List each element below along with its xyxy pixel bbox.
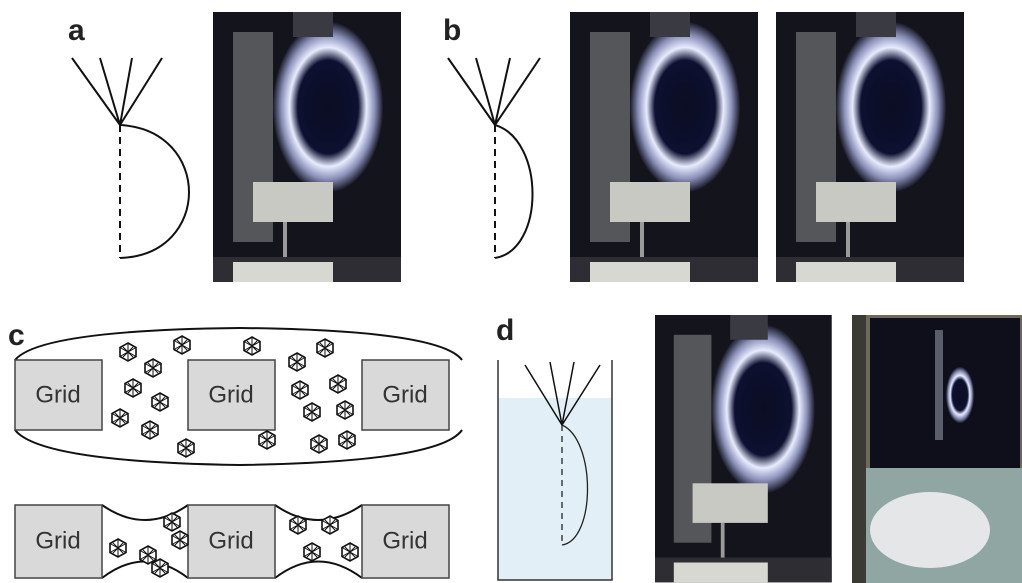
grid-label: Grid <box>382 381 427 408</box>
loop-diagram <box>72 58 189 258</box>
photo <box>570 12 758 282</box>
particle <box>120 343 136 361</box>
grid-label: Grid <box>35 381 80 408</box>
grid-label: Grid <box>208 381 253 408</box>
photo <box>852 315 1022 583</box>
photo <box>655 315 832 582</box>
particle <box>289 353 305 371</box>
grid-label: Grid <box>35 527 80 554</box>
particle <box>152 559 168 577</box>
grid-label: Grid <box>208 527 253 554</box>
beaker <box>498 360 612 580</box>
loop-diagram <box>448 58 540 258</box>
photo <box>213 12 401 282</box>
particle <box>304 403 320 421</box>
particle <box>110 539 126 557</box>
particle <box>152 393 168 411</box>
particle <box>244 337 260 355</box>
particle <box>178 439 194 457</box>
particle <box>112 409 128 427</box>
particle <box>304 543 320 561</box>
panel-label: d <box>496 314 514 347</box>
particle <box>292 381 308 399</box>
grid-row: Grid Grid Grid <box>15 505 449 578</box>
panel-label: b <box>443 14 461 47</box>
particle <box>339 431 355 449</box>
grid-row: Grid Grid Grid <box>15 360 449 430</box>
photo <box>776 12 964 282</box>
particle <box>145 359 161 377</box>
particle <box>342 543 358 561</box>
grid-label: Grid <box>382 527 427 554</box>
panel-label: c <box>8 319 25 352</box>
particle <box>125 379 141 397</box>
panel-label: a <box>68 14 85 47</box>
figure: a b c Grid Grid Grid Grid Grid Grid d <box>0 0 1022 583</box>
particle <box>337 401 353 419</box>
particle <box>290 516 306 534</box>
particle <box>142 421 158 439</box>
particle <box>259 431 275 449</box>
particle <box>164 513 180 531</box>
particle <box>330 375 346 393</box>
particle <box>140 546 156 564</box>
particle <box>311 435 327 453</box>
particle <box>174 336 190 354</box>
particle <box>317 339 333 357</box>
particle <box>172 531 188 549</box>
particle <box>322 516 338 534</box>
